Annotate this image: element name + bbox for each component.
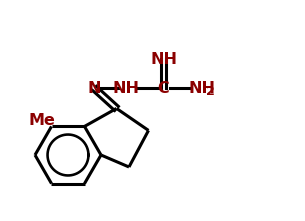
Text: NH: NH	[188, 81, 215, 96]
Text: Me: Me	[28, 113, 55, 128]
Text: NH: NH	[150, 52, 177, 67]
Text: 2: 2	[206, 85, 215, 98]
Text: C: C	[158, 81, 169, 96]
Text: NH: NH	[113, 81, 140, 96]
Text: N: N	[88, 81, 101, 96]
